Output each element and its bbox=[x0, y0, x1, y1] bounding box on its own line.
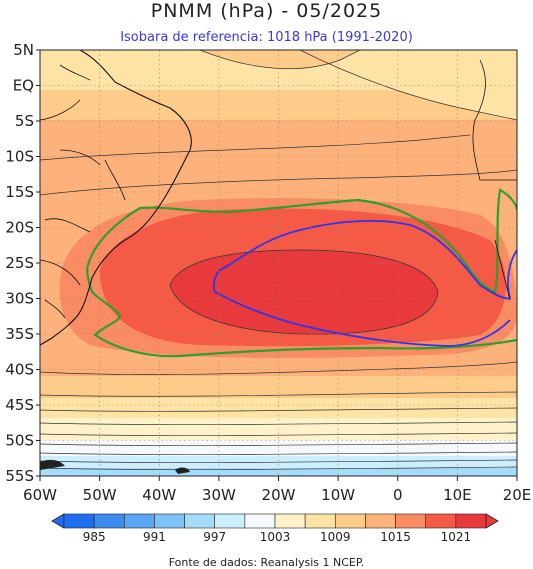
colorbar-min-arrow bbox=[51, 513, 65, 529]
colorbar-segment bbox=[123, 513, 155, 529]
lon-label: 0 bbox=[393, 486, 403, 504]
colorbar-label: 985 bbox=[83, 530, 106, 544]
lon-label: 50W bbox=[83, 486, 117, 504]
lon-label: 10E bbox=[443, 486, 472, 504]
lon-label: 60W bbox=[23, 486, 57, 504]
colorbar-segment bbox=[425, 513, 457, 529]
lon-label: 10W bbox=[321, 486, 355, 504]
lat-label: 20S bbox=[5, 219, 34, 237]
colorbar-segment bbox=[365, 513, 396, 529]
colorbar-segment bbox=[455, 513, 487, 529]
lat-label: 5N bbox=[13, 41, 34, 59]
map-subtitle: Isobara de referencia: 1018 hPa (1991-20… bbox=[120, 30, 413, 45]
colorbar-segment bbox=[63, 513, 95, 529]
lat-label: 15S bbox=[5, 183, 34, 201]
colorbar-segment bbox=[184, 513, 216, 529]
colorbar-segment bbox=[244, 513, 276, 529]
lat-label: 10S bbox=[5, 148, 34, 166]
pressure-field bbox=[40, 50, 517, 476]
reference-isobar bbox=[212, 219, 517, 347]
lat-label: 35S bbox=[5, 325, 34, 343]
lon-label: 40W bbox=[142, 486, 176, 504]
lon-label: 20E bbox=[503, 486, 532, 504]
colorbar-label: 1009 bbox=[320, 530, 351, 544]
colorbar-label: 1021 bbox=[441, 530, 472, 544]
map-title: PNMM (hPa) - 05/2025 bbox=[150, 0, 383, 22]
grid-lines bbox=[40, 50, 517, 476]
colorbar-max-arrow bbox=[485, 513, 499, 529]
colorbar-segment bbox=[304, 513, 336, 529]
lat-label: 5S bbox=[15, 112, 34, 130]
lon-label: 20W bbox=[262, 486, 296, 504]
colorbar-label: 1003 bbox=[260, 530, 291, 544]
lat-label: 50S bbox=[5, 432, 34, 450]
green-isobar bbox=[86, 188, 517, 358]
latitude-axis: 5N EQ 5S 10S 15S 20S 25S 30S 35S 40S 45S 50S 55S bbox=[5, 41, 40, 485]
lat-label: 45S bbox=[5, 396, 34, 414]
colorbar: 985 991 997 1003 1009 1015 1021 bbox=[51, 513, 499, 544]
colorbar-label: 991 bbox=[143, 530, 166, 544]
colorbar-label: 1015 bbox=[380, 530, 411, 544]
colorbar-segment bbox=[154, 513, 185, 529]
data-source-note: Fonte de dados: Reanalysis 1 NCEP. bbox=[168, 556, 365, 569]
longitude-axis: 60W 50W 40W 30W 20W 10W 0 10E 20E bbox=[23, 476, 531, 504]
colorbar-segment bbox=[334, 513, 366, 529]
colorbar-segment bbox=[93, 513, 125, 529]
colorbar-segment bbox=[214, 513, 246, 529]
south-america bbox=[40, 50, 192, 346]
lat-label: 40S bbox=[5, 361, 34, 379]
lon-label: 30W bbox=[202, 486, 236, 504]
colorbar-segment bbox=[274, 513, 306, 529]
colorbar-label: 997 bbox=[203, 530, 226, 544]
lat-label: 55S bbox=[5, 467, 34, 485]
lat-label: 30S bbox=[5, 290, 34, 308]
lat-label: 25S bbox=[5, 254, 34, 272]
lat-label: EQ bbox=[13, 77, 34, 95]
colorbar-segment bbox=[395, 513, 427, 529]
